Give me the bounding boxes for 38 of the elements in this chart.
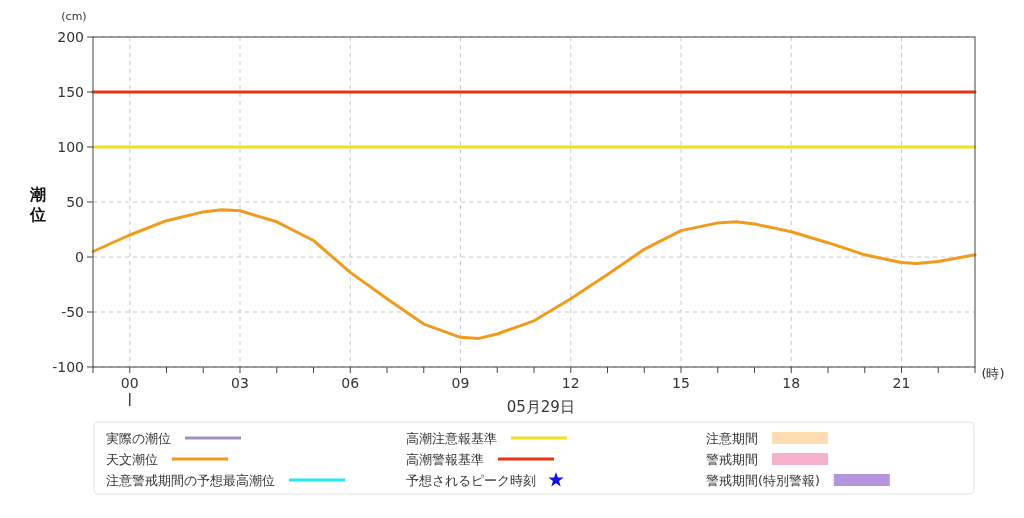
y-tick-label: 100 [57, 139, 84, 155]
x-tick-label: 12 [561, 375, 580, 391]
x-tick-label: 00 [120, 375, 139, 391]
legend-label: 警戒期間(特別警報) [706, 473, 820, 488]
x-tick-label: 21 [892, 375, 911, 391]
legend-item: 警戒期間 [706, 452, 828, 467]
line-series [91, 208, 977, 340]
y-tick-label: 0 [75, 249, 84, 265]
legend-item: 高潮注意報基準 [406, 431, 567, 446]
legend-label: 予想されるピーク時刻 [406, 473, 536, 488]
y-tick-label: 150 [57, 84, 84, 100]
text: (時) [981, 366, 1005, 381]
legend-item: 天文潮位 [106, 452, 228, 467]
y-tick-label: -50 [61, 304, 84, 320]
legend-label: 注意期間 [706, 431, 758, 446]
legend-item: 警戒期間(特別警報) [706, 473, 890, 488]
legend-label: 高潮注意報基準 [406, 431, 497, 446]
x-tick-label: 15 [672, 375, 690, 391]
legend-item: 高潮警報基準 [406, 452, 554, 467]
x-tick-label: 09 [451, 375, 470, 391]
x-tick-label: 03 [231, 375, 249, 391]
x-tick-label: 18 [782, 375, 801, 391]
y-axis-title: 潮位 [29, 185, 46, 224]
y-tick-label: -100 [52, 359, 84, 375]
y-tick-label: 50 [66, 194, 84, 210]
x-axis-title: 05月29日 [506, 398, 575, 416]
legend-item: 予想されるピーク時刻 [406, 472, 564, 488]
legend-item: 実際の潮位 [106, 431, 241, 446]
legend-label: 高潮警報基準 [406, 452, 484, 467]
legend-label: 実際の潮位 [106, 431, 171, 446]
legend-label: 天文潮位 [106, 452, 158, 467]
x-tick-label: 06 [341, 375, 360, 391]
legend-item: 注意警戒期間の予想最高潮位 [106, 473, 345, 488]
legend-label: 注意警戒期間の予想最高潮位 [106, 473, 275, 488]
text: (cm) [61, 10, 87, 23]
legend-item: 注意期間 [706, 431, 828, 446]
legend-label: 警戒期間 [706, 452, 758, 467]
y-tick-label: 200 [57, 29, 84, 45]
